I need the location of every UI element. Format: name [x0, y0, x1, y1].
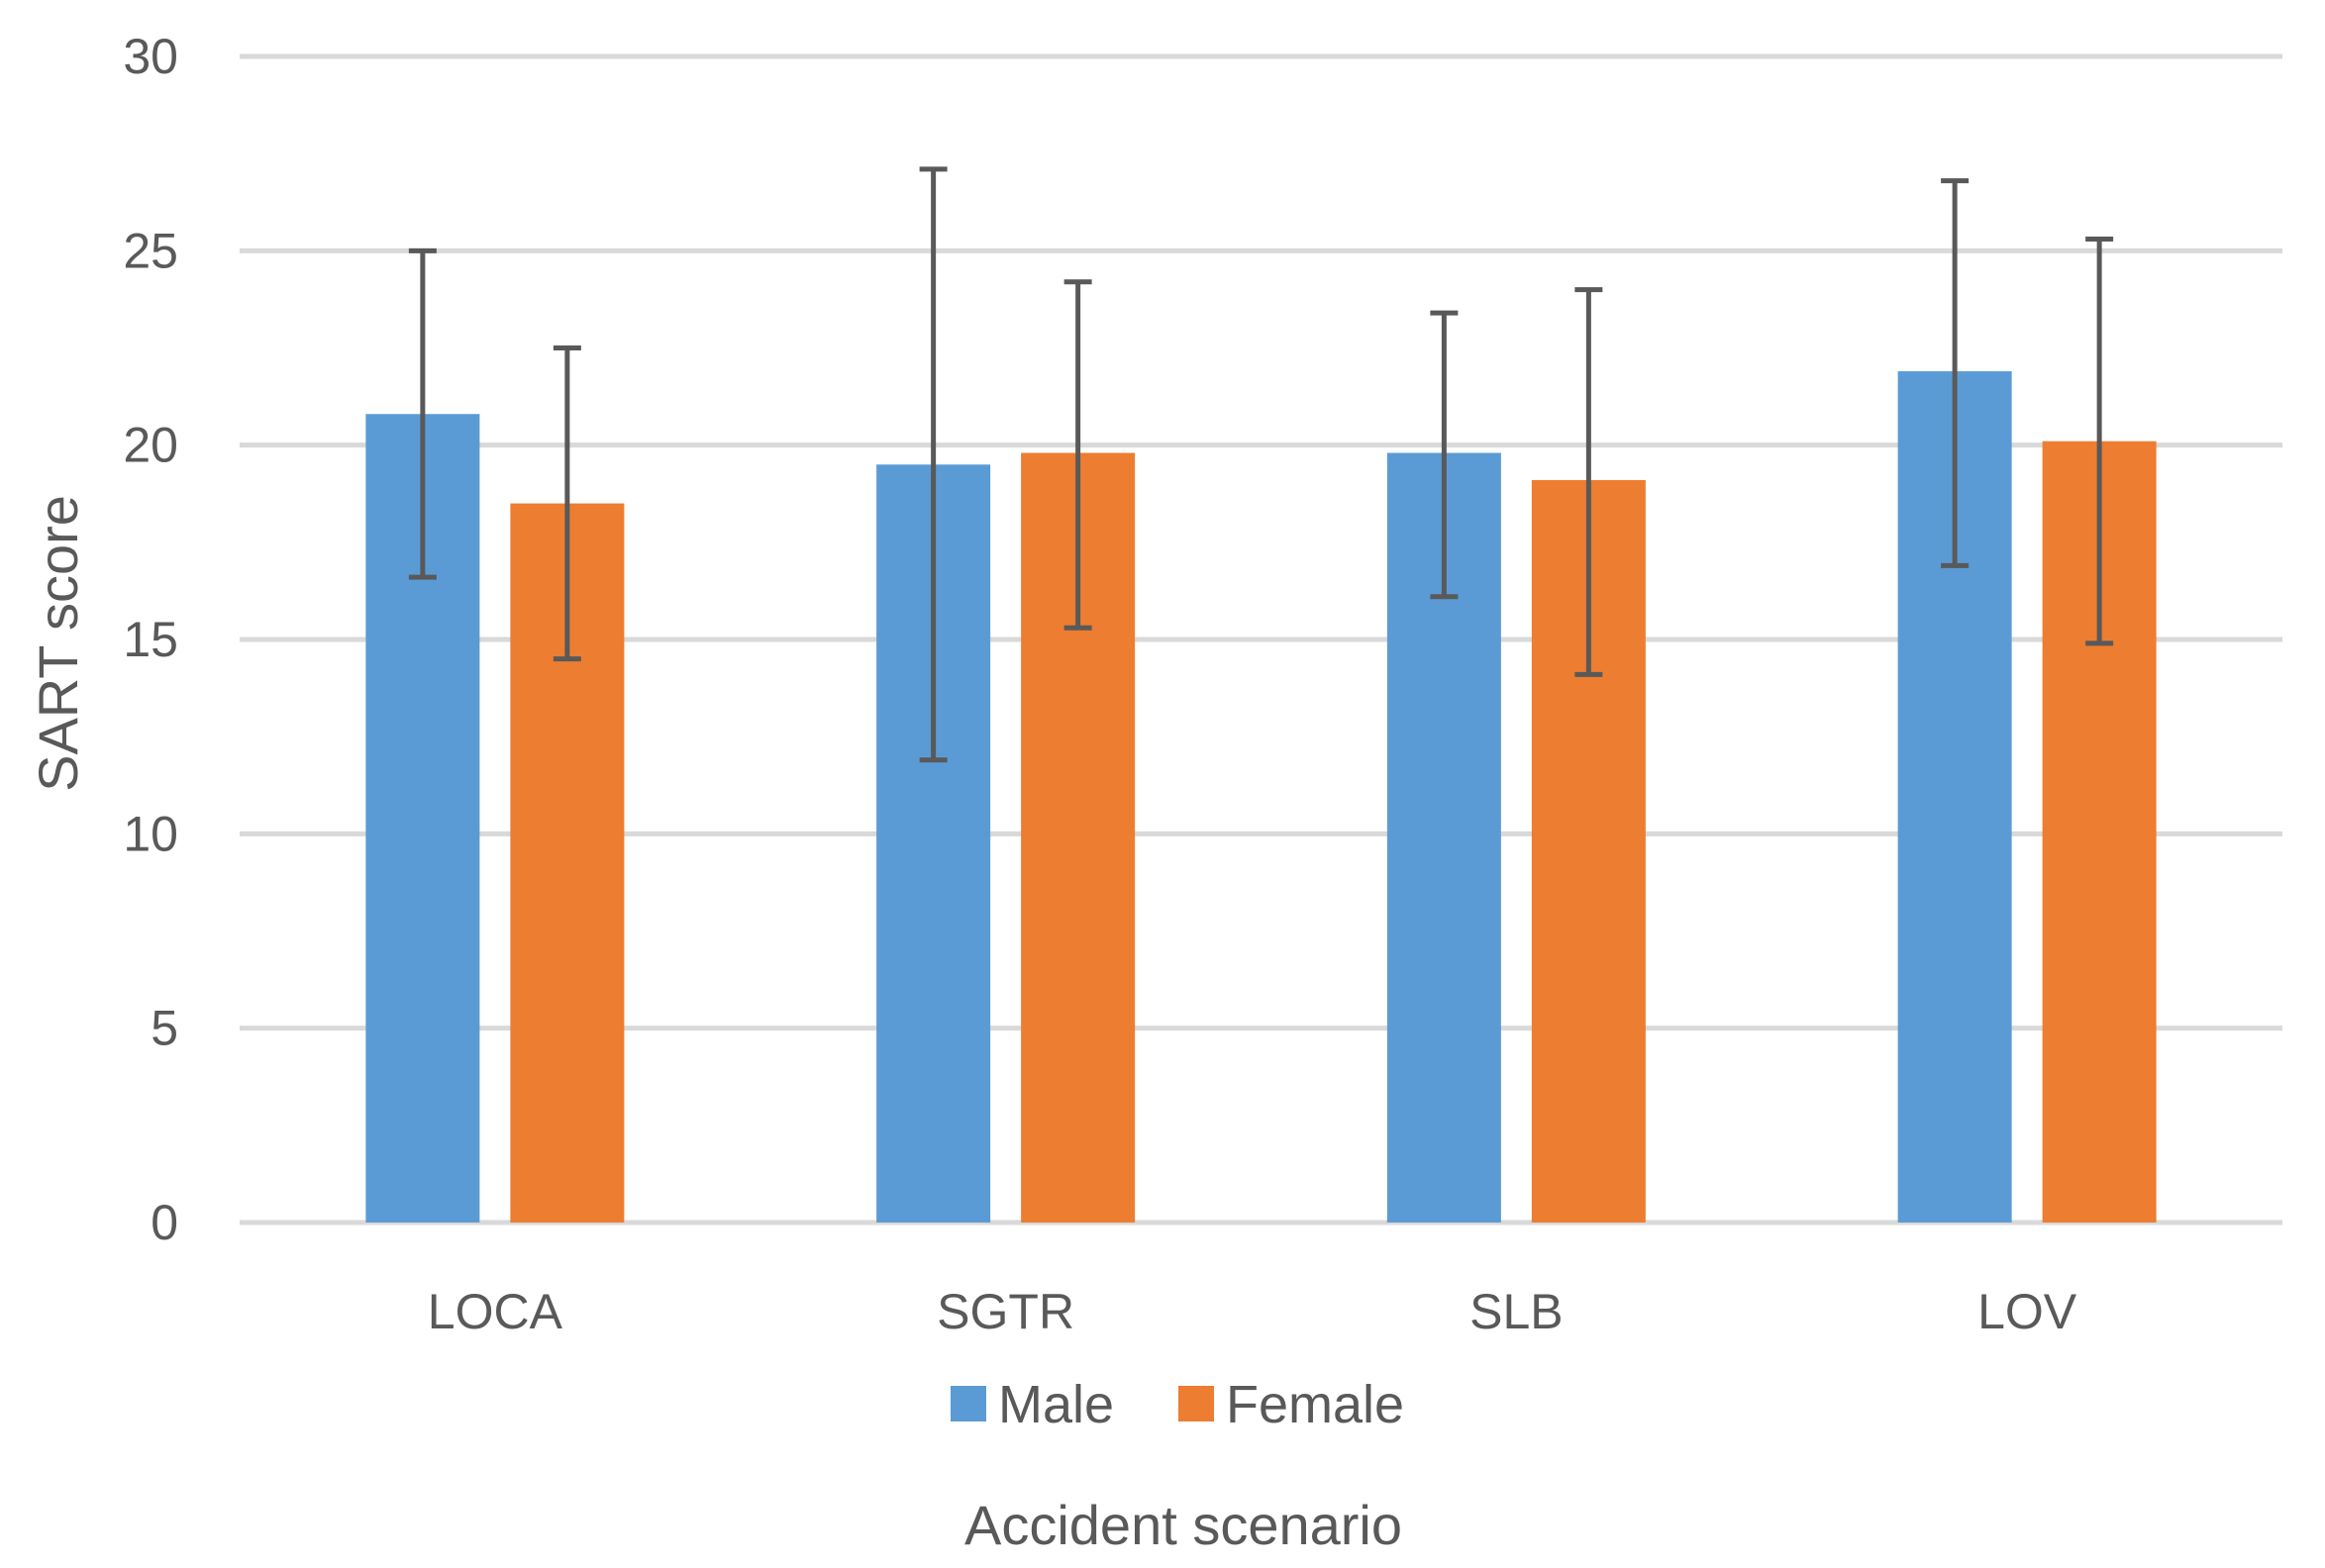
error-bars [408, 166, 2114, 763]
legend-label-male: Male [998, 1375, 1114, 1434]
y-tick-label: 15 [123, 612, 178, 667]
error-bar-male-sgtr [919, 166, 948, 763]
legend: Male Female [951, 1375, 1404, 1434]
x-axis-ticks: LOCA SGTR SLB LOV [428, 1284, 2077, 1339]
y-axis-title: SART score [27, 495, 89, 792]
legend-label-female: Female [1226, 1375, 1404, 1434]
error-bar-female-loca [553, 345, 581, 662]
x-tick-label-lov: LOV [1977, 1284, 2077, 1339]
y-tick-label: 25 [123, 223, 178, 278]
error-bar-male-slb [1430, 310, 1459, 600]
y-tick-label: 5 [151, 1001, 178, 1056]
legend-swatch-male [951, 1386, 986, 1421]
legend-swatch-female [1178, 1386, 1214, 1421]
error-bar-female-sgtr [1063, 279, 1092, 631]
x-tick-label-loca: LOCA [428, 1284, 563, 1339]
bars [365, 371, 2157, 1224]
y-axis-ticks: 0 5 10 15 20 25 30 [123, 29, 178, 1250]
error-bar-female-lov [2085, 237, 2114, 646]
y-tick-label: 20 [123, 418, 178, 473]
error-bar-female-slb [1574, 287, 1603, 677]
y-tick-label: 0 [151, 1195, 178, 1250]
y-tick-label: 30 [123, 29, 178, 84]
x-tick-label-slb: SLB [1469, 1284, 1564, 1339]
error-bar-male-lov [1941, 178, 1970, 568]
x-axis-title: Accident scenario [964, 1494, 1402, 1556]
x-tick-label-sgtr: SGTR [937, 1284, 1074, 1339]
y-tick-label: 10 [123, 806, 178, 861]
error-bar-male-loca [408, 247, 437, 580]
